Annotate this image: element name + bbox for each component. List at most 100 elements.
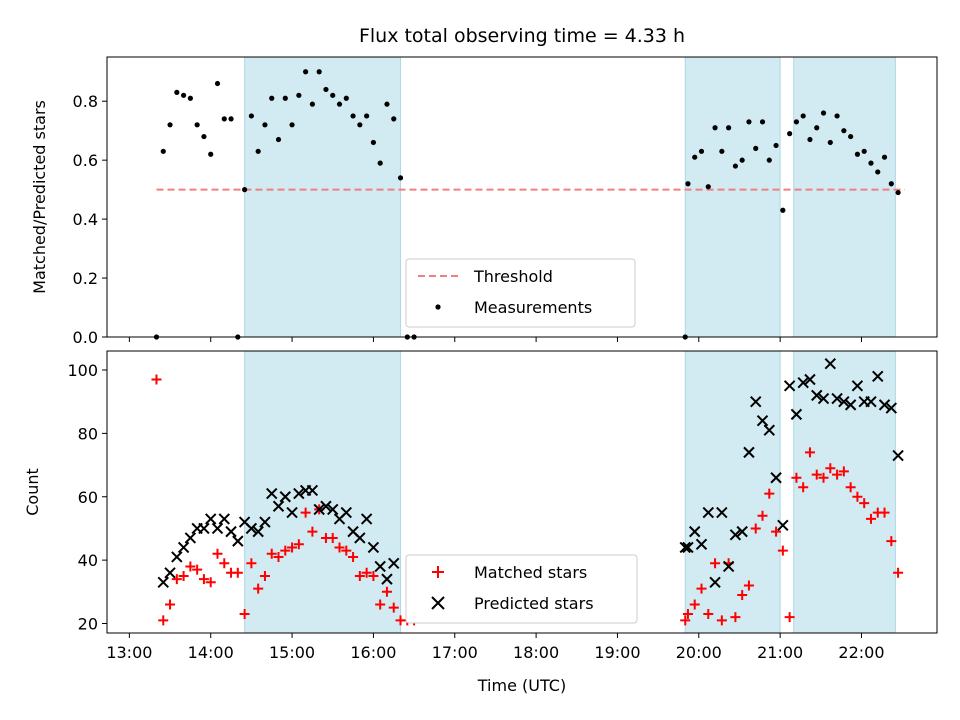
predicted-star-point — [327, 503, 339, 516]
x-tick-label: 18:00 — [513, 643, 559, 662]
measurement-point — [732, 163, 738, 169]
measurement-point — [861, 148, 867, 154]
matched-star-point — [893, 567, 904, 578]
measurement-point — [391, 116, 397, 122]
predicted-star-point — [709, 576, 721, 589]
matched-star-point — [307, 526, 318, 537]
predicted-star-point — [722, 560, 735, 573]
measurement-point — [174, 89, 180, 95]
predicted-star-point — [716, 506, 728, 519]
y-tick-label: 80 — [78, 424, 98, 443]
top-y-ticks: 0.0 0.2 0.4 0.6 0.8 — [73, 92, 107, 347]
measurement-points — [153, 69, 901, 340]
measurement-point — [807, 136, 813, 143]
matched-star-point — [845, 482, 856, 493]
count-points — [151, 357, 904, 626]
predicted-star-point — [743, 446, 755, 459]
measurement-point — [364, 113, 370, 119]
measurement-point — [827, 139, 833, 146]
measurement-point — [895, 189, 901, 196]
y-tick-label: 40 — [78, 551, 98, 570]
x-tick-label: 16:00 — [350, 643, 396, 662]
matched-star-point — [327, 532, 338, 543]
top-y-label: Matched/Predicted stars — [30, 100, 49, 294]
matched-star-point — [811, 469, 822, 480]
bottom-shaded-intervals — [244, 350, 896, 634]
predicted-star-point — [878, 399, 891, 411]
matched-star-point — [300, 507, 311, 518]
predicted-star-point — [198, 522, 210, 535]
measurement-point — [330, 92, 336, 98]
predicted-star-point — [797, 376, 809, 389]
y-tick-label: 100 — [67, 361, 98, 380]
measurement-point — [350, 113, 356, 119]
measurement-point — [719, 148, 725, 154]
predicted-star-point — [286, 506, 298, 519]
measurement-point — [692, 154, 698, 160]
legend-predicted-label: Predicted stars — [474, 594, 594, 613]
matched-star-point — [710, 558, 721, 569]
x-tick-label: 20:00 — [676, 643, 722, 662]
measurement-point — [875, 169, 881, 175]
measurement-point — [214, 80, 221, 87]
bottom-panel: 20 40 60 80 100 13:00 14:00 15:00 16:00 17:00 18:… — [23, 350, 938, 695]
measurement-point — [255, 148, 261, 154]
y-tick-label: 0.6 — [73, 151, 98, 170]
bottom-legend-box — [405, 554, 638, 624]
shaded-interval — [244, 56, 402, 338]
measurement-point — [269, 95, 275, 101]
measurement-point — [194, 122, 200, 128]
measurement-point — [303, 69, 309, 75]
predicted-star-point — [367, 541, 380, 554]
measurement-point — [739, 157, 745, 163]
y-tick-label: 0.4 — [73, 210, 98, 229]
matched-star-point — [859, 498, 870, 509]
legend-matched-label: Matched stars — [474, 563, 587, 582]
matched-star-point — [246, 558, 257, 569]
predicted-star-point — [783, 380, 796, 392]
matched-star-point — [178, 570, 189, 581]
measurement-point — [814, 125, 820, 131]
shaded-interval — [244, 350, 402, 634]
predicted-star-point — [313, 503, 325, 516]
predicted-star-point — [157, 576, 169, 589]
legend-threshold-label: Threshold — [473, 267, 553, 286]
measurement-point — [377, 160, 383, 166]
predicted-star-point — [872, 370, 884, 383]
matched-star-point — [212, 548, 223, 559]
predicted-star-point — [702, 506, 714, 519]
shaded-interval — [684, 56, 781, 338]
predicted-star-point — [259, 516, 271, 528]
measurement-point — [323, 86, 329, 93]
measurement-point — [343, 95, 349, 101]
matched-star-point — [689, 599, 700, 610]
matched-star-point — [185, 561, 196, 572]
measurement-point — [726, 125, 732, 131]
matched-star-point — [852, 491, 863, 502]
bottom-axes-frame — [106, 350, 938, 634]
matched-star-point — [743, 580, 754, 591]
x-axis-label: Time (UTC) — [477, 676, 566, 695]
legend-measurements-label: Measurements — [474, 298, 592, 317]
predicted-star-point — [232, 535, 244, 547]
matched-star-point — [232, 567, 243, 578]
predicted-star-point — [892, 449, 904, 462]
measurement-point — [705, 184, 711, 190]
measurement-point — [275, 136, 282, 143]
predicted-star-point — [293, 487, 305, 500]
measurement-point — [780, 207, 786, 213]
matched-star-point — [832, 469, 843, 480]
measurement-point — [746, 119, 752, 125]
x-tick-label: 17:00 — [432, 643, 478, 662]
matched-star-point — [798, 482, 809, 493]
measurement-point — [753, 145, 759, 151]
matched-star-point — [703, 608, 714, 619]
predicted-star-point — [279, 491, 291, 503]
matched-star-point — [682, 608, 693, 619]
matched-star-point — [764, 488, 775, 499]
matched-star-point — [375, 599, 386, 610]
matched-star-point — [341, 545, 352, 556]
matched-star-point — [198, 574, 209, 585]
predicted-star-point — [790, 408, 803, 421]
predicted-star-point — [374, 560, 386, 573]
